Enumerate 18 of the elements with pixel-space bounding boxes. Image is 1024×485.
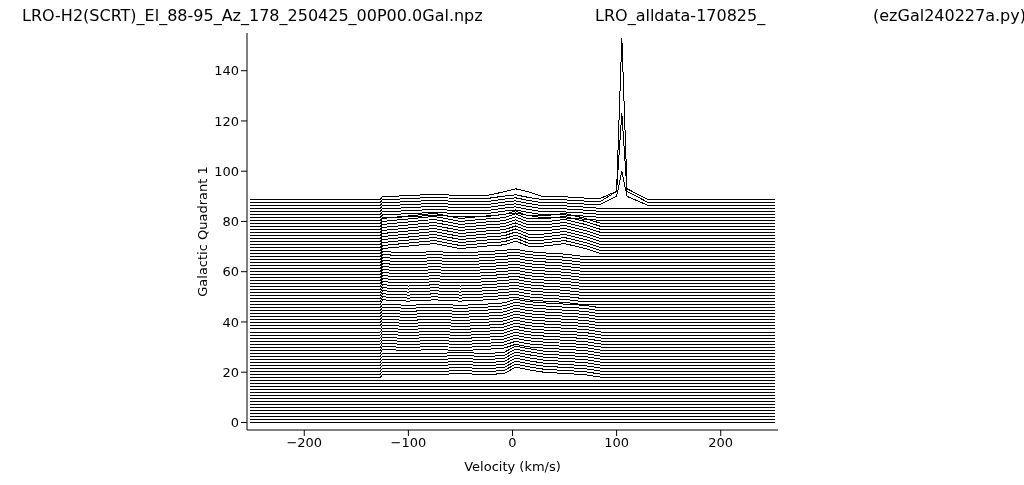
x-tick-label: 200: [708, 435, 734, 451]
y-tick-label: 80: [222, 214, 239, 230]
x-axis-title: Velocity (km/s): [464, 459, 561, 474]
chart-title: LRO-H2(SCRT)_El_88-95_Az_178_250425_00P00.0Gal.npz: [22, 6, 483, 25]
text: LRO_alldata-170825_: [595, 6, 766, 25]
y-tick-label: 40: [222, 314, 239, 330]
x-tick-label: 100: [604, 435, 630, 451]
y-tick-label: 100: [214, 163, 239, 179]
y-tick-label: 0: [230, 415, 239, 431]
x-tick-label: −100: [390, 435, 427, 451]
x-tick-label: 0: [508, 435, 517, 451]
y-tick-label: 120: [214, 113, 239, 129]
y-axis-title: Galactic Quadrant 1: [194, 166, 210, 297]
y-tick-label: 140: [214, 63, 239, 79]
text: (ezGal240227a.py): [873, 6, 1024, 25]
y-tick-label: 60: [222, 264, 239, 280]
y-tick-label: 20: [222, 364, 239, 380]
x-tick-label: −200: [286, 435, 323, 451]
